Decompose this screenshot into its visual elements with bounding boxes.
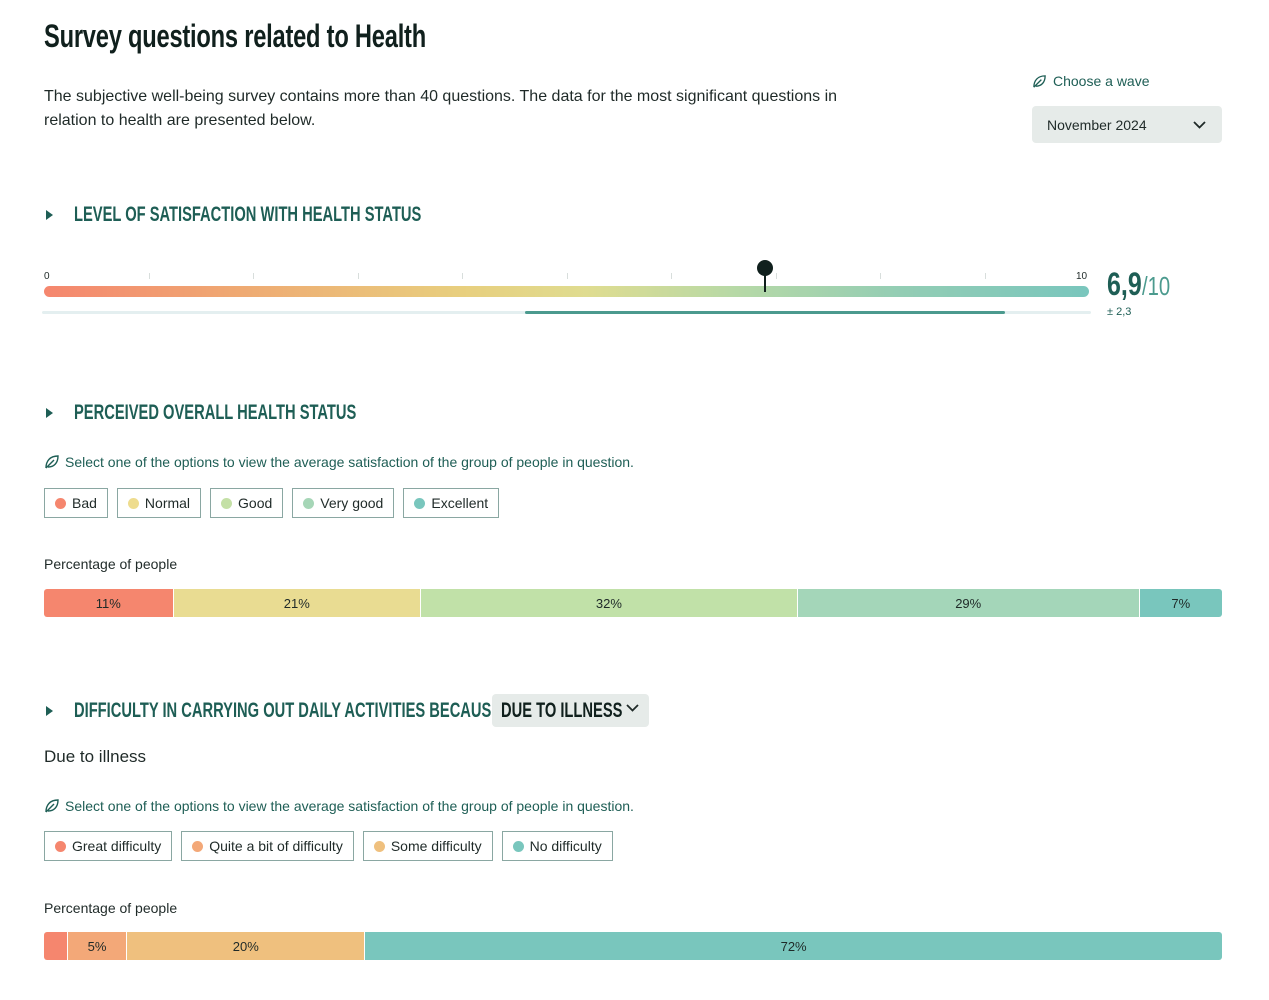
- difficulty-pct-label: Percentage of people: [44, 900, 178, 916]
- difficulty-option-label: Quite a bit of difficulty: [209, 838, 343, 854]
- difficulty-segment-2: 20%: [127, 932, 366, 960]
- perceived-segment-1: 21%: [173, 589, 421, 617]
- score-max: /10: [1142, 271, 1171, 301]
- color-dot-icon: [127, 497, 139, 509]
- difficulty-option-label: No difficulty: [529, 838, 602, 854]
- scale-tick: [984, 273, 986, 279]
- color-dot-icon: [192, 840, 204, 852]
- chevron-down-icon: [626, 704, 639, 712]
- satisfaction-marker[interactable]: [757, 260, 774, 276]
- perceived-option-label: Very good: [320, 495, 384, 511]
- scale-tick: [671, 273, 672, 279]
- section-difficulty-title: DIFFICULTY IN CARRYING OUT DAILY ACTIVIT…: [74, 699, 526, 722]
- leaf-icon: [45, 799, 59, 813]
- difficulty-option-3[interactable]: No difficulty: [501, 831, 613, 861]
- perceived-options: Bad Normal Good Very good Excellent: [44, 488, 500, 518]
- perceived-option-label: Bad: [72, 495, 97, 511]
- difficulty-option-0[interactable]: Great difficulty: [44, 831, 173, 861]
- perceived-segment-0: 11%: [44, 589, 174, 617]
- satisfaction-scale: 0 10: [42, 260, 1091, 322]
- scale-tick: [253, 273, 254, 279]
- color-dot-icon: [303, 497, 315, 509]
- difficulty-option-label: Some difficulty: [390, 838, 482, 854]
- color-dot-icon: [55, 840, 66, 852]
- section-perceived-header[interactable]: PERCEIVED OVERALL HEALTH STATUS: [44, 401, 477, 425]
- caret-right-icon: [46, 210, 53, 220]
- caret-right-icon: [46, 706, 53, 716]
- perceived-option-3[interactable]: Very good: [292, 488, 395, 518]
- difficulty-segment-0: [44, 932, 68, 960]
- scale-max-label: 10: [1076, 271, 1088, 282]
- satisfaction-marker-stem: [764, 272, 767, 292]
- perceived-option-0[interactable]: Bad: [44, 488, 108, 518]
- color-dot-icon: [414, 497, 426, 509]
- section-difficulty-header[interactable]: DIFFICULTY IN CARRYING OUT DAILY ACTIVIT…: [44, 699, 719, 723]
- difficulty-hint: Select one of the options to view the av…: [44, 798, 634, 814]
- perceived-distribution-bar: 11% 21% 32% 29% 7%: [44, 589, 1222, 617]
- section-satisfaction-title: LEVEL OF SATISFACTION WITH HEALTH STATUS: [74, 203, 422, 226]
- satisfaction-score: 6,9/10: [1107, 266, 1179, 303]
- scale-tick: [566, 273, 568, 279]
- color-dot-icon: [55, 497, 66, 509]
- wave-select-value: November 2024: [1047, 116, 1147, 133]
- difficulty-option-label: Great difficulty: [72, 838, 162, 854]
- perceived-segment-4: 7%: [1139, 589, 1222, 617]
- section-perceived-title: PERCEIVED OVERALL HEALTH STATUS: [74, 401, 357, 424]
- page-title: Survey questions related to Health: [44, 18, 426, 54]
- perceived-pct-label: Percentage of people: [44, 556, 178, 572]
- difficulty-cause-value: DUE TO ILLNESS: [501, 698, 623, 722]
- difficulty-cause-select[interactable]: DUE TO ILLNESS: [492, 694, 649, 727]
- difficulty-distribution-bar: 5% 20% 72%: [44, 932, 1222, 960]
- scale-tick: [462, 273, 463, 279]
- perceived-segment-2: 32%: [420, 589, 798, 617]
- perceived-option-1[interactable]: Normal: [116, 488, 202, 518]
- section-satisfaction-header[interactable]: LEVEL OF SATISFACTION WITH HEALTH STATUS: [44, 203, 570, 227]
- score-sd: ± 2,3: [1107, 306, 1132, 318]
- perceived-option-label: Good: [238, 495, 273, 511]
- leaf-icon: [45, 455, 59, 469]
- wave-label: Choose a wave: [1032, 73, 1150, 89]
- color-dot-icon: [512, 840, 524, 852]
- chevron-down-icon: [1193, 120, 1206, 129]
- scale-tick: [880, 273, 881, 279]
- score-value: 6,9: [1107, 266, 1142, 302]
- wave-label-text: Choose a wave: [1053, 73, 1150, 89]
- difficulty-option-1[interactable]: Quite a bit of difficulty: [181, 831, 354, 861]
- scale-min-label: 0: [44, 271, 50, 282]
- perceived-option-4[interactable]: Excellent: [403, 488, 500, 518]
- scale-tick: [148, 273, 150, 279]
- caret-right-icon: [46, 408, 53, 418]
- scale-tick: [357, 273, 359, 279]
- wave-select[interactable]: November 2024: [1032, 106, 1222, 143]
- difficulty-segment-1: 5%: [67, 932, 128, 960]
- perceived-option-label: Excellent: [431, 495, 489, 511]
- color-dot-icon: [221, 497, 233, 509]
- perceived-option-label: Normal: [144, 495, 191, 511]
- difficulty-options: Great difficulty Quite a bit of difficult…: [44, 831, 613, 861]
- perceived-hint-text: Select one of the options to view the av…: [65, 454, 634, 470]
- satisfaction-gradient-bar: [44, 286, 1089, 297]
- sd-range-fill: [524, 311, 1006, 314]
- color-dot-icon: [373, 840, 385, 852]
- difficulty-segment-3: 72%: [365, 932, 1222, 960]
- difficulty-option-2[interactable]: Some difficulty: [362, 831, 493, 861]
- leaf-icon: [1033, 74, 1046, 88]
- scale-tick: [775, 273, 777, 279]
- intro-text: The subjective well-being survey contain…: [44, 88, 838, 129]
- perceived-option-2[interactable]: Good: [210, 488, 284, 518]
- difficulty-hint-text: Select one of the options to view the av…: [65, 798, 634, 814]
- perceived-hint: Select one of the options to view the av…: [44, 454, 634, 470]
- difficulty-subtitle: Due to illness: [44, 747, 147, 766]
- perceived-segment-3: 29%: [797, 589, 1140, 617]
